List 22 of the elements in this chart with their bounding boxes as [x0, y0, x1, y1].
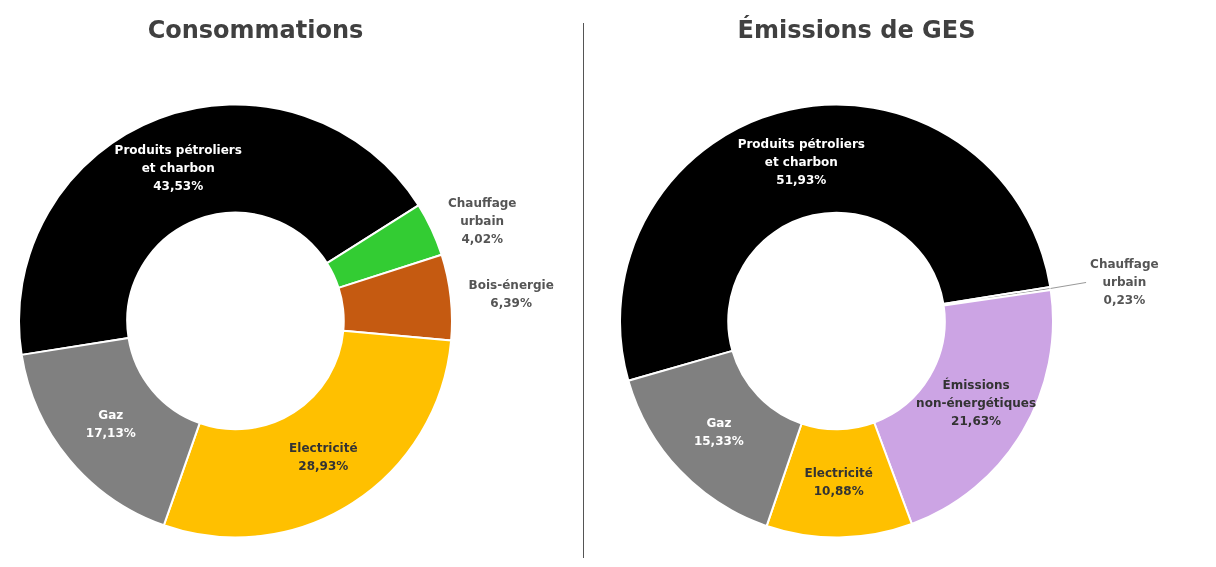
slice-label: Gaz	[98, 408, 124, 423]
slice-label: Electricité	[289, 440, 358, 455]
data-label: 0,23%	[1103, 292, 1146, 307]
slice-label: Electricité	[804, 466, 873, 481]
slice-label: Produits pétroliers et charbon	[114, 143, 242, 176]
data-label: 28,93%	[298, 458, 349, 473]
data-label: 43,53%	[153, 179, 204, 194]
data-label: 15,33%	[693, 434, 744, 449]
slice-label: Bois-énergie	[468, 278, 554, 293]
data-label: 21,63%	[951, 414, 1002, 429]
chart-title: Émissions de GES	[736, 14, 977, 46]
chart-title: Consommations	[146, 15, 365, 46]
data-label: 4,02%	[461, 231, 504, 246]
data-label: 17,13%	[85, 426, 136, 441]
slice-label: Chauffage urbain	[1090, 256, 1159, 289]
slice-label: Chauffage urbain	[447, 195, 517, 228]
data-label: 10,88%	[813, 484, 864, 499]
data-label: 51,93%	[776, 172, 827, 187]
slice-label: Gaz	[706, 416, 732, 431]
slice-label: Émissions non-énergétiques	[916, 377, 1037, 411]
slice-label: Produits pétroliers et charbon	[737, 136, 865, 169]
data-label: 6,39%	[490, 296, 532, 311]
